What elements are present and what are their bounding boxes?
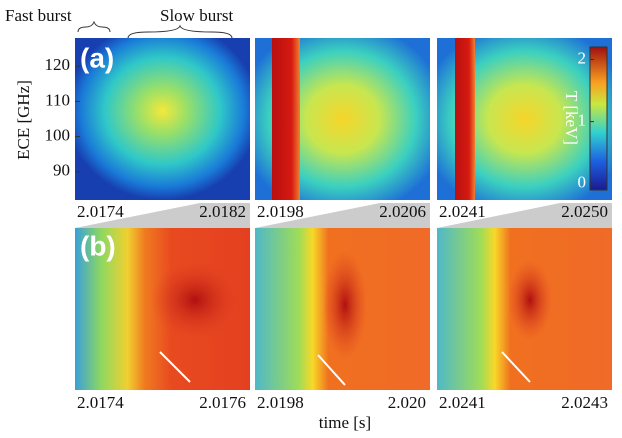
arrow xyxy=(501,351,531,383)
panel-label: (a) xyxy=(80,42,114,73)
colorbar-label: T [keV] xyxy=(562,91,581,145)
heatmap xyxy=(75,38,250,200)
x-tick-label: 2.0241 xyxy=(439,202,486,221)
zoom-connector xyxy=(75,203,250,228)
y-tick-label: 90 xyxy=(53,161,70,180)
x-tick-label: 2.0174 xyxy=(77,393,124,412)
heatmap-core xyxy=(323,250,367,360)
x-tick-label: 2.0182 xyxy=(199,202,246,221)
y-tick-label: 110 xyxy=(45,90,70,109)
zoom-connector xyxy=(437,203,612,228)
brace xyxy=(127,24,233,39)
colorbar-tick-label: 2 xyxy=(578,48,587,67)
x-tick-label: 2.0206 xyxy=(379,202,426,221)
heatmap-core xyxy=(150,260,240,340)
x-tick-label: 2.0198 xyxy=(257,202,304,221)
zoom-connector xyxy=(255,203,430,228)
annotation: Fast burst xyxy=(5,6,72,25)
y-tick-label: 120 xyxy=(45,55,71,74)
x-tick-label: 2.020 xyxy=(388,393,426,412)
x-tick-label: 2.0174 xyxy=(77,202,124,221)
x-tick-label: 2.0241 xyxy=(439,393,486,412)
y-tick-label: 100 xyxy=(45,126,71,145)
x-tick-label: 2.0176 xyxy=(199,393,246,412)
heatmap-core xyxy=(508,260,552,340)
colorbar-tick-label: 0 xyxy=(578,173,587,192)
panels xyxy=(75,20,612,390)
y-axis-label: ECE [GHz] xyxy=(14,80,33,160)
annotation: Slow burst xyxy=(160,6,233,25)
colorbar xyxy=(589,46,608,191)
x-axis-label: time [s] xyxy=(319,413,371,432)
colorbar-tick-label: 1 xyxy=(578,111,587,130)
heatmap-band xyxy=(272,38,300,200)
panel-label: (b) xyxy=(80,230,116,261)
x-tick-label: 2.0198 xyxy=(257,393,304,412)
heatmap-band xyxy=(455,38,475,200)
brace xyxy=(77,20,111,33)
x-tick-label: 2.0243 xyxy=(561,393,608,412)
x-tick-label: 2.0250 xyxy=(561,202,608,221)
arrow xyxy=(159,351,191,383)
arrow xyxy=(317,354,346,386)
